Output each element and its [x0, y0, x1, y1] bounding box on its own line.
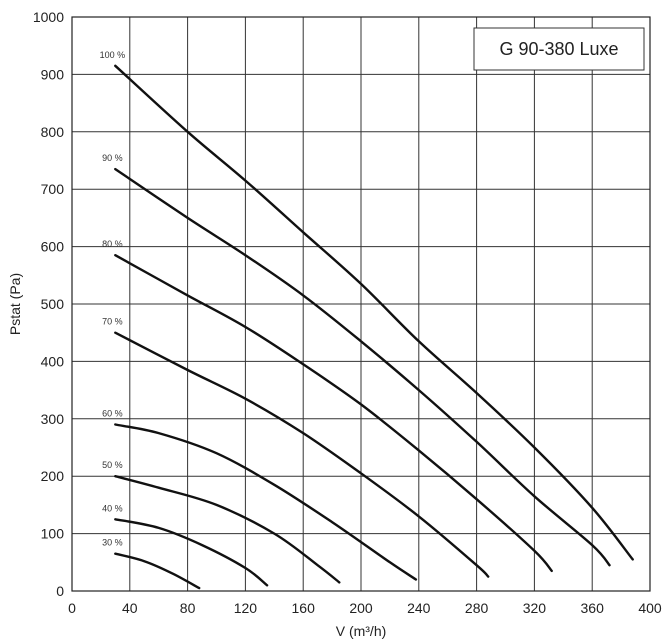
curve-line — [114, 64, 634, 561]
x-tick-label: 120 — [234, 600, 258, 616]
curve-label: 90 % — [102, 153, 123, 163]
curve-line — [114, 331, 490, 578]
x-tick-label: 400 — [638, 600, 662, 616]
x-axis-label: V (m³/h) — [336, 623, 387, 639]
y-tick-label: 700 — [41, 181, 65, 197]
plot-frame — [71, 16, 651, 592]
curve-labels: 100 % 90 % 80 % 70 % 60 % 50 % 40 % 30 % — [100, 50, 126, 548]
curve-line — [114, 552, 201, 590]
curve-label: 60 % — [102, 409, 123, 419]
title-box: G 90-380 Luxe — [473, 27, 645, 71]
curve-line — [114, 254, 553, 573]
x-tick-label: 360 — [581, 600, 605, 616]
curve-line — [114, 423, 418, 581]
curve-label: 80 % — [102, 239, 123, 249]
chart-title: G 90-380 Luxe — [499, 39, 618, 59]
x-tick-label: 280 — [465, 600, 489, 616]
tick-labels: 0 40 80 120 160 200 240 280 320 360 400 0 100 200 300 4… — [33, 9, 662, 616]
y-tick-label: 100 — [41, 526, 65, 542]
curve-label: 40 % — [102, 503, 123, 513]
y-axis-label: Pstat (Pa) — [7, 273, 23, 335]
x-tick-label: 0 — [68, 600, 76, 616]
x-tick-label: 160 — [292, 600, 316, 616]
y-tick-label: 1000 — [33, 9, 64, 25]
x-tick-label: 80 — [180, 600, 196, 616]
y-tick-label: 800 — [41, 124, 65, 140]
x-tick-label: 40 — [122, 600, 138, 616]
x-tick-label: 320 — [523, 600, 547, 616]
curve-label: 30 % — [102, 538, 123, 548]
y-tick-label: 400 — [41, 353, 65, 369]
y-tick-label: 500 — [41, 296, 65, 312]
y-tick-label: 600 — [41, 239, 65, 255]
curve-label: 100 % — [100, 50, 126, 60]
title-box-frame — [473, 27, 645, 71]
curve-line — [114, 475, 341, 584]
y-tick-label: 300 — [41, 411, 65, 427]
curve-line — [114, 518, 269, 587]
x-tick-label: 240 — [407, 600, 431, 616]
y-tick-label: 0 — [56, 583, 64, 599]
y-tick-label: 200 — [41, 468, 65, 484]
grid — [71, 16, 651, 592]
curve-label: 50 % — [102, 460, 123, 470]
curves — [114, 64, 634, 590]
curve-line — [114, 167, 611, 567]
curve-label: 70 % — [102, 317, 123, 327]
x-tick-label: 200 — [349, 600, 373, 616]
y-tick-label: 900 — [41, 66, 65, 82]
